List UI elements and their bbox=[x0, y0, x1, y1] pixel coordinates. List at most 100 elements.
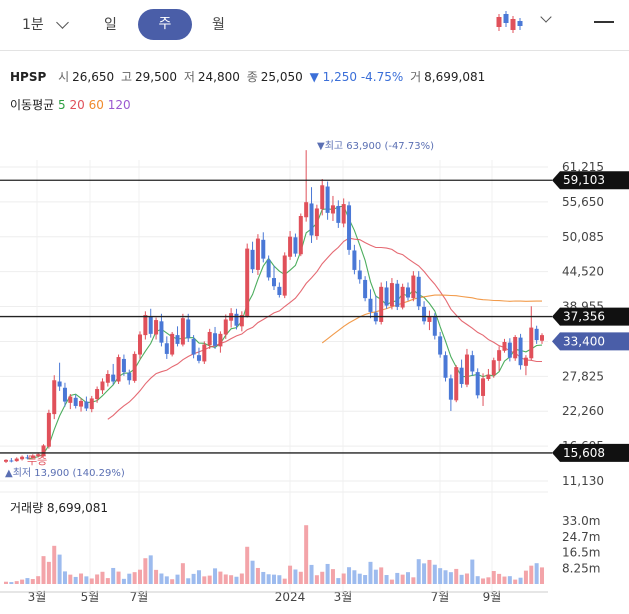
y-tick-label: 61,215 bbox=[562, 160, 604, 174]
volume-bar bbox=[272, 574, 276, 584]
x-tick-label: 7월 bbox=[431, 590, 450, 604]
candle-body bbox=[89, 398, 94, 410]
close-value: 25,050 bbox=[260, 70, 303, 84]
volume-bar bbox=[368, 561, 373, 584]
ma-line-60 bbox=[321, 294, 542, 344]
low-label: 저 bbox=[183, 70, 195, 84]
volume-bar bbox=[175, 574, 180, 584]
candle-body bbox=[320, 185, 325, 210]
tab-week[interactable]: 주 bbox=[138, 9, 192, 40]
candle-body bbox=[57, 381, 62, 387]
candle-body bbox=[395, 283, 400, 307]
volume-bar bbox=[336, 578, 341, 584]
volume-bar bbox=[261, 571, 266, 584]
volume-bar bbox=[213, 568, 218, 584]
candle-body bbox=[159, 321, 164, 343]
reference-badge-label: 37,356 bbox=[563, 310, 605, 324]
volume-bar bbox=[507, 576, 512, 584]
volume-bar bbox=[443, 570, 448, 584]
candle-body bbox=[304, 202, 309, 218]
menu-icon[interactable] bbox=[594, 21, 614, 23]
candle-body bbox=[41, 445, 46, 456]
volume-bar bbox=[395, 572, 400, 584]
volume-bar bbox=[255, 567, 260, 584]
candle-body bbox=[52, 380, 57, 415]
volume-bar bbox=[406, 572, 410, 584]
volume-bar bbox=[62, 571, 67, 584]
candle-body bbox=[111, 374, 116, 382]
x-tick-label: 7월 bbox=[130, 590, 149, 604]
volume-bar bbox=[502, 576, 507, 584]
volume-bar bbox=[127, 573, 132, 584]
volume-bar bbox=[363, 575, 368, 584]
candle-body bbox=[389, 283, 394, 307]
candle-body bbox=[121, 358, 126, 373]
volume-bar bbox=[132, 572, 137, 584]
volume-bar bbox=[223, 574, 228, 584]
candle-body bbox=[540, 335, 544, 341]
candle-body bbox=[277, 286, 282, 295]
volume-bar bbox=[52, 545, 57, 584]
volume-title: 거래량 8,699,081 bbox=[10, 501, 108, 515]
candle-body bbox=[175, 335, 180, 344]
candle-body bbox=[46, 412, 51, 447]
candle-body bbox=[347, 205, 352, 250]
volume-bar bbox=[95, 574, 100, 584]
interval-select[interactable]: 1분 bbox=[22, 17, 44, 33]
x-tick-label: 3월 bbox=[334, 590, 353, 604]
volume-bar bbox=[68, 574, 73, 584]
candle-body bbox=[309, 203, 314, 236]
volume-bar bbox=[400, 574, 405, 584]
candle-body bbox=[400, 286, 405, 308]
volume-bar bbox=[540, 567, 544, 584]
candle-body bbox=[368, 298, 373, 312]
candle-body bbox=[432, 316, 437, 336]
candle-body bbox=[523, 357, 528, 366]
volume-bar bbox=[282, 578, 287, 584]
volume-bar bbox=[481, 578, 486, 584]
candle-body bbox=[491, 360, 496, 376]
volume-bar bbox=[4, 581, 8, 584]
volume-bar bbox=[164, 576, 169, 584]
volume-bar bbox=[180, 563, 185, 584]
candle-body bbox=[180, 318, 185, 345]
volume-bar bbox=[170, 579, 175, 584]
ma-label: 이동평균 bbox=[10, 98, 55, 112]
candle-body bbox=[143, 315, 148, 336]
change-value: ▼ 1,250 -4.75% bbox=[309, 70, 404, 84]
y-tick-label: 22,260 bbox=[562, 404, 604, 418]
candle-body bbox=[266, 259, 271, 278]
candle-body bbox=[100, 381, 105, 391]
ma-20: 20 bbox=[69, 98, 85, 112]
candle-body bbox=[148, 316, 153, 334]
volume-bar bbox=[518, 577, 523, 584]
ma-60: 60 bbox=[88, 98, 104, 112]
volume-bar bbox=[89, 578, 94, 584]
volume-bar bbox=[138, 569, 142, 584]
high-label: 고 bbox=[120, 70, 133, 84]
candle-body bbox=[9, 460, 14, 462]
volume-bar bbox=[116, 571, 121, 584]
candle-body bbox=[154, 320, 159, 335]
candle-body bbox=[14, 458, 19, 462]
candle-body bbox=[534, 328, 539, 341]
candle-body bbox=[459, 367, 464, 385]
candle-body bbox=[416, 276, 421, 307]
tab-day[interactable]: 일 bbox=[104, 17, 117, 33]
low-value: 24,800 bbox=[197, 70, 240, 84]
volume-bar bbox=[486, 577, 491, 584]
low-annotation: ▲최저 13,900 (140.29%) bbox=[5, 467, 125, 479]
volume-bar bbox=[100, 571, 105, 584]
candle-body bbox=[4, 459, 8, 462]
volume-bar bbox=[20, 579, 25, 584]
volume-bar bbox=[298, 571, 303, 584]
volume-bar bbox=[239, 573, 244, 584]
volume-bar bbox=[234, 576, 239, 584]
moving-average-legend[interactable]: 이동평균 5 20 60 120 bbox=[10, 96, 131, 113]
volume-bar bbox=[389, 579, 394, 584]
reference-badge-label: 15,608 bbox=[563, 446, 605, 460]
tab-month[interactable]: 월 bbox=[212, 17, 225, 33]
candle-body bbox=[438, 336, 443, 355]
candlestick-type-icon[interactable] bbox=[495, 10, 523, 34]
